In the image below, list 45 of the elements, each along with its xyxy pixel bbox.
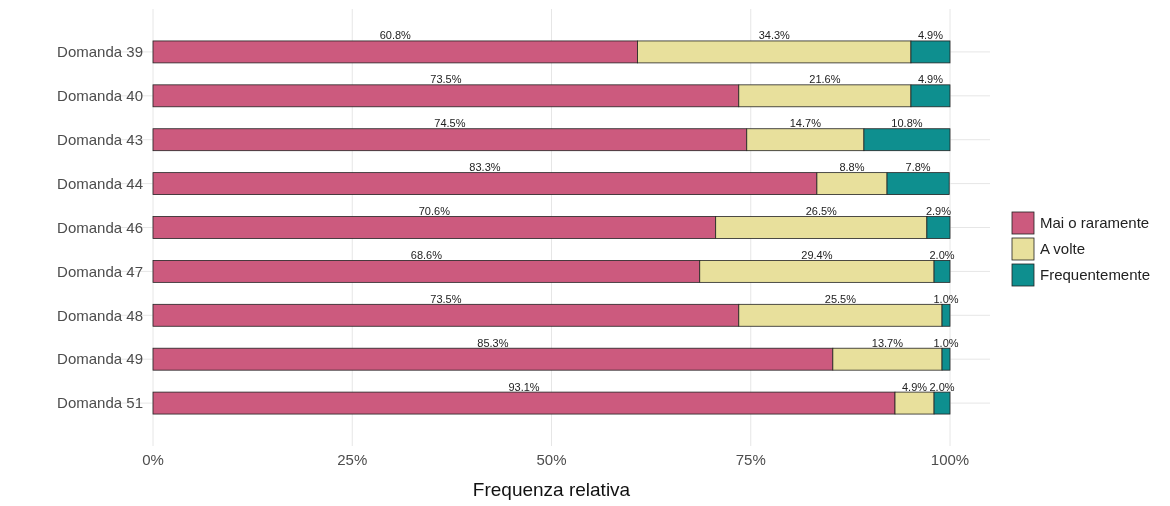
data-label: 1.0%	[933, 336, 959, 349]
x-axis-title: Frequenza relativa	[472, 479, 631, 500]
data-label: 8.8%	[839, 161, 865, 174]
y-tick-label: Domanda 51	[57, 394, 143, 412]
data-label: 74.5%	[434, 117, 466, 130]
y-tick-label: Domanda 40	[57, 87, 143, 105]
data-label: 2.9%	[925, 205, 952, 218]
y-tick-label: Domanda 39	[57, 43, 143, 61]
data-label: 14.7%	[789, 117, 822, 130]
y-tick-label: Domanda 44	[57, 174, 143, 192]
legend-label: Mai o raramente	[1040, 214, 1150, 232]
legend-label: Frequentemente	[1040, 266, 1151, 284]
data-label: 13.7%	[871, 336, 904, 349]
data-label: 4.9%	[901, 380, 928, 393]
y-tick-label: Domanda 46	[57, 218, 143, 236]
data-label: 60.8%	[379, 29, 412, 42]
y-tick-label: Domanda 49	[57, 350, 143, 368]
x-tick-label: 0%	[142, 451, 164, 468]
data-label: 34.3%	[758, 29, 791, 42]
data-label: 73.5%	[430, 292, 462, 305]
x-tick-label: 100%	[930, 451, 970, 468]
y-tick-label: Domanda 47	[57, 262, 143, 280]
data-label: 4.9%	[917, 29, 944, 42]
data-label: 83.3%	[469, 161, 501, 174]
data-label: 7.8%	[905, 161, 931, 174]
data-label: 73.5%	[430, 73, 462, 86]
legend-label: A volte	[1040, 240, 1086, 258]
data-label: 25.5%	[824, 292, 857, 305]
y-tick-label: Domanda 43	[57, 130, 143, 148]
data-label: 93.1%	[508, 380, 540, 393]
data-label: 85.3%	[477, 336, 509, 349]
x-tick-label: 25%	[337, 451, 368, 468]
x-tick-label: 75%	[735, 451, 766, 468]
data-label: 2.0%	[929, 248, 955, 261]
data-label: 1.0%	[933, 292, 959, 305]
data-label: 2.0%	[929, 380, 955, 393]
data-label: 4.9%	[917, 73, 944, 86]
data-label: 29.4%	[801, 248, 833, 261]
data-label: 70.6%	[418, 205, 451, 218]
data-label: 10.8%	[891, 117, 923, 130]
data-label: 26.5%	[805, 205, 838, 218]
data-label: 68.6%	[410, 248, 443, 261]
data-label: 21.6%	[809, 73, 841, 86]
x-tick-label: 50%	[536, 451, 567, 468]
y-tick-label: Domanda 48	[57, 306, 143, 324]
